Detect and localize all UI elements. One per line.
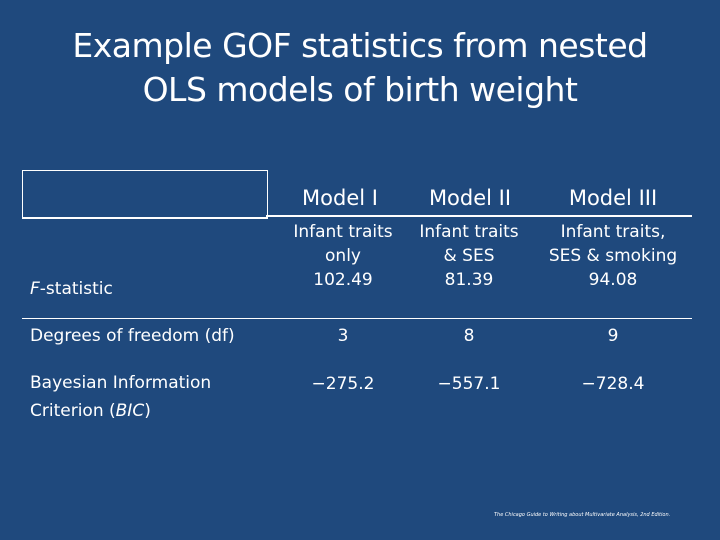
model-2-f-statistic: 81.39 — [444, 270, 494, 290]
model-2-df: 8 — [463, 326, 475, 346]
footer-citation: The Chicago Guide to Writing about Multi… — [494, 512, 671, 518]
model-2-bic: −557.1 — [437, 374, 501, 394]
table-corner-box — [22, 170, 268, 219]
row-divider-1 — [22, 318, 692, 319]
model-3-f-statistic: 94.08 — [588, 270, 638, 290]
model-3-df: 9 — [607, 326, 619, 346]
model-1-description-line-2: only — [325, 246, 361, 266]
model-3-description-line-1: Infant traits, — [560, 222, 666, 242]
model-1-bic: −275.2 — [311, 374, 375, 394]
row-label-f-italic: F — [30, 279, 40, 299]
model-2-description-cell: Infant traits & SES 81.39 — [408, 220, 530, 292]
row-label-bic-post: ) — [144, 401, 151, 421]
column-header-model-3: Model III — [568, 186, 658, 210]
model-3-bic: −728.4 — [581, 374, 645, 394]
row-label-f-statistic: F-statistic — [30, 275, 113, 303]
title-line-1: Example GOF statistics from nested — [72, 26, 648, 65]
header-underline — [266, 215, 692, 217]
model-2-description-line-1: Infant traits — [419, 222, 519, 242]
model-1-description-line-1: Infant traits — [293, 222, 393, 242]
row-label-bic-line-2: Criterion (BIC) — [30, 397, 211, 425]
model-1-f-statistic: 102.49 — [313, 270, 373, 290]
slide-title: Example GOF statistics from nested OLS m… — [0, 24, 720, 112]
column-header-model-2: Model II — [428, 186, 512, 210]
row-label-degrees-of-freedom: Degrees of freedom (df) — [30, 326, 235, 346]
model-3-description-line-2: SES & smoking — [548, 246, 678, 266]
row-label-bic-line-1: Bayesian Information — [30, 373, 212, 393]
model-1-description-cell: Infant traits only 102.49 — [283, 220, 403, 292]
title-line-2: OLS models of birth weight — [142, 70, 578, 109]
row-label-bic-italic: BIC — [115, 401, 145, 421]
row-label-f-rest: -statistic — [39, 279, 113, 299]
model-3-description-cell: Infant traits, SES & smoking 94.08 — [538, 220, 688, 292]
model-2-description-line-2: & SES — [443, 246, 495, 266]
column-header-model-1: Model I — [302, 186, 378, 210]
row-label-bic: Bayesian Information Criterion (BIC) — [30, 369, 211, 425]
row-label-bic-pre: Criterion ( — [30, 401, 116, 421]
model-1-df: 3 — [337, 326, 349, 346]
